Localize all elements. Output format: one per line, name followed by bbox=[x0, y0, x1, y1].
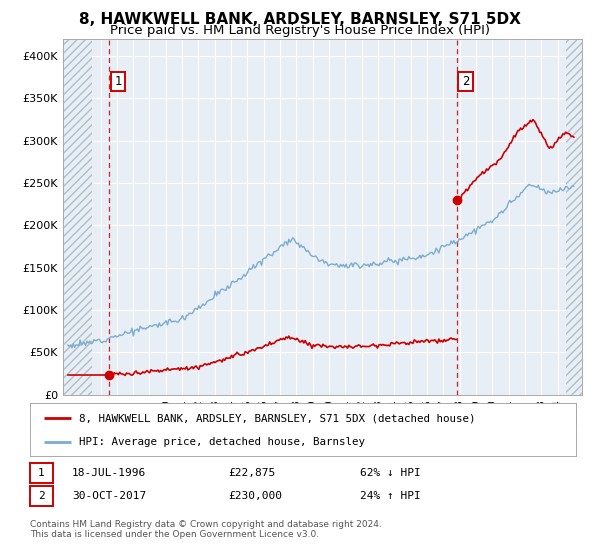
Text: 1: 1 bbox=[114, 75, 122, 88]
Text: 2: 2 bbox=[462, 75, 469, 88]
Text: 62% ↓ HPI: 62% ↓ HPI bbox=[360, 468, 421, 478]
Text: 8, HAWKWELL BANK, ARDSLEY, BARNSLEY, S71 5DX (detached house): 8, HAWKWELL BANK, ARDSLEY, BARNSLEY, S71… bbox=[79, 413, 476, 423]
Text: Contains HM Land Registry data © Crown copyright and database right 2024.
This d: Contains HM Land Registry data © Crown c… bbox=[30, 520, 382, 539]
Text: HPI: Average price, detached house, Barnsley: HPI: Average price, detached house, Barn… bbox=[79, 436, 365, 446]
Text: 2: 2 bbox=[38, 491, 45, 501]
Text: 18-JUL-1996: 18-JUL-1996 bbox=[72, 468, 146, 478]
Text: £230,000: £230,000 bbox=[228, 491, 282, 501]
Text: 24% ↑ HPI: 24% ↑ HPI bbox=[360, 491, 421, 501]
Text: Price paid vs. HM Land Registry's House Price Index (HPI): Price paid vs. HM Land Registry's House … bbox=[110, 24, 490, 37]
Text: £22,875: £22,875 bbox=[228, 468, 275, 478]
Text: 1: 1 bbox=[38, 468, 45, 478]
Text: 30-OCT-2017: 30-OCT-2017 bbox=[72, 491, 146, 501]
Text: 8, HAWKWELL BANK, ARDSLEY, BARNSLEY, S71 5DX: 8, HAWKWELL BANK, ARDSLEY, BARNSLEY, S71… bbox=[79, 12, 521, 27]
